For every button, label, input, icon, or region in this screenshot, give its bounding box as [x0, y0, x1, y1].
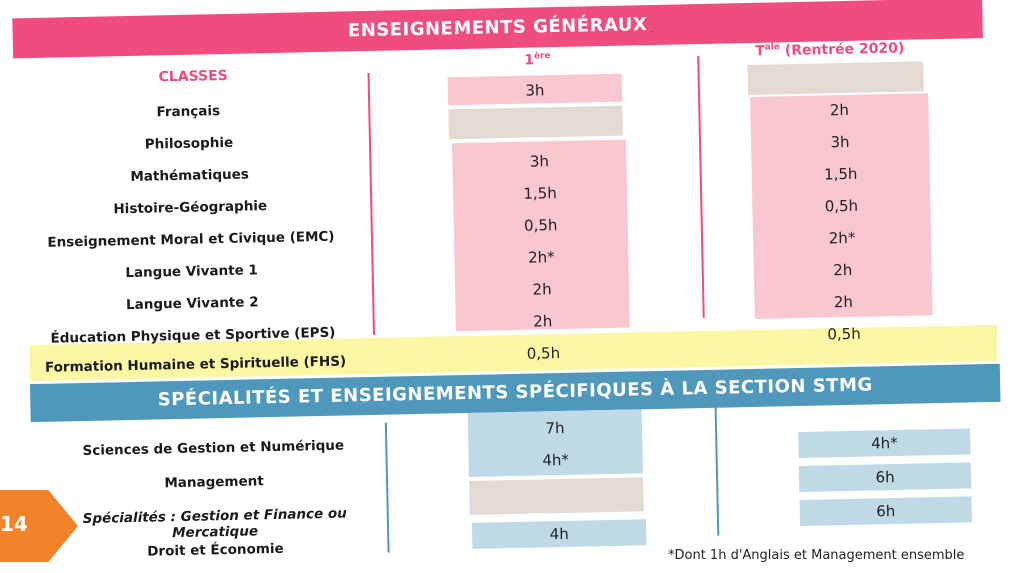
hours-premiere: 2h — [533, 312, 553, 331]
cell-bg — [747, 61, 925, 96]
cell-bg — [469, 477, 644, 515]
hours-premiere: 0,5h — [526, 344, 561, 363]
hours-terminale: 2h* — [828, 228, 856, 248]
hours-terminale: 1,5h — [823, 164, 858, 184]
hours-premiere: 0,5h — [523, 216, 558, 235]
hours-terminale: 0,5h — [827, 324, 861, 344]
row-label: Mathématiques — [130, 166, 250, 185]
hours-terminale: 4h* — [870, 433, 898, 453]
hours-premiere: 1,5h — [523, 184, 557, 203]
hours-terminale: 3h — [830, 132, 850, 152]
column-divider — [367, 72, 375, 335]
hours-terminale: 2h — [833, 292, 854, 312]
classes-header: CLASSES — [158, 67, 228, 86]
hours-terminale: 6h — [875, 468, 895, 487]
column-divider — [697, 56, 705, 319]
hours-premiere: 4h — [549, 524, 569, 544]
row-label: Histoire-Géographie — [113, 198, 268, 218]
hours-premiere: 7h — [545, 418, 565, 438]
hours-premiere: 4h* — [542, 450, 570, 470]
premiere-header: 1ère — [524, 51, 551, 69]
cell-bg — [448, 105, 623, 140]
hours-terminale: 2h — [833, 260, 853, 280]
hours-terminale: 2h — [829, 100, 850, 120]
hours-premiere: 3h — [525, 81, 545, 100]
row-label: Sciences de Gestion et Numérique — [82, 437, 345, 460]
row-label: Management — [164, 473, 264, 492]
hours-premiere: 2h* — [527, 248, 555, 267]
footnote: *Dont 1h d'Anglais et Management ensembl… — [668, 548, 965, 563]
row-label: Spécialités : Gestion et Finance ou Merc… — [82, 505, 347, 542]
hours-premiere: 3h — [529, 152, 550, 171]
row-label: Philosophie — [144, 134, 234, 153]
hours-terminale: 0,5h — [824, 196, 859, 216]
row-label: Français — [156, 103, 221, 121]
hours-premiere: 2h — [532, 280, 552, 299]
column-divider — [384, 422, 390, 553]
terminale-header: Tale (Rentrée 2020) — [754, 40, 905, 60]
row-label: Langue Vivante 2 — [125, 294, 259, 314]
row-label: Langue Vivante 1 — [125, 262, 259, 282]
page-number: 14 — [0, 512, 28, 536]
row-label: Enseignement Moral et Civique (EMC) — [47, 228, 335, 251]
hours-terminale: 6h — [876, 502, 896, 521]
column-divider — [714, 405, 720, 536]
